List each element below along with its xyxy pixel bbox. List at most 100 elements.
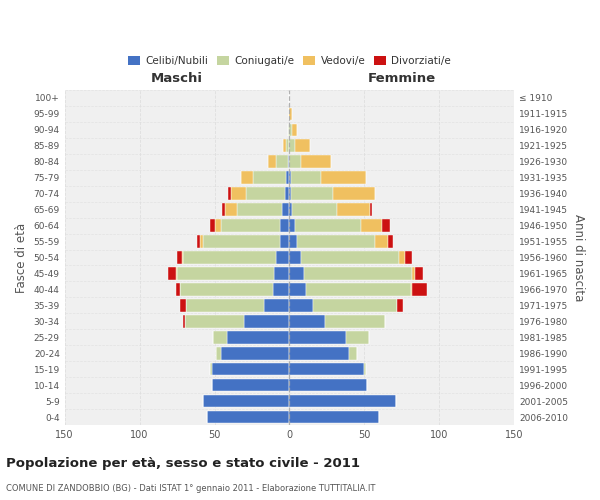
Bar: [289, 395, 396, 407]
Bar: [297, 236, 375, 248]
Bar: [289, 172, 291, 184]
Bar: [321, 172, 366, 184]
Bar: [286, 172, 289, 184]
Bar: [405, 252, 412, 264]
Bar: [346, 331, 369, 344]
Text: Maschi: Maschi: [151, 72, 203, 85]
Bar: [285, 188, 289, 200]
Bar: [301, 252, 399, 264]
Bar: [244, 315, 289, 328]
Bar: [203, 236, 280, 248]
Bar: [382, 220, 390, 232]
Bar: [370, 204, 372, 216]
Bar: [246, 188, 285, 200]
Bar: [237, 204, 282, 216]
Bar: [210, 220, 215, 232]
Bar: [412, 267, 415, 280]
Bar: [289, 379, 367, 392]
Bar: [289, 267, 304, 280]
Bar: [289, 204, 292, 216]
Bar: [295, 220, 361, 232]
Bar: [203, 395, 289, 407]
Bar: [325, 315, 385, 328]
Bar: [289, 108, 292, 120]
Bar: [289, 315, 325, 328]
Bar: [197, 236, 200, 248]
Bar: [183, 252, 276, 264]
Bar: [337, 204, 370, 216]
Bar: [176, 267, 177, 280]
Bar: [412, 283, 427, 296]
Bar: [289, 156, 301, 168]
Bar: [289, 283, 306, 296]
Bar: [182, 252, 183, 264]
Bar: [291, 188, 333, 200]
Bar: [241, 172, 253, 184]
Bar: [168, 267, 176, 280]
Bar: [333, 188, 375, 200]
Bar: [289, 299, 313, 312]
Bar: [280, 220, 289, 232]
Bar: [216, 347, 221, 360]
Bar: [289, 236, 297, 248]
Bar: [288, 124, 289, 136]
Bar: [227, 331, 289, 344]
Bar: [273, 283, 289, 296]
Y-axis label: Fasce di età: Fasce di età: [15, 222, 28, 292]
Bar: [221, 347, 289, 360]
Bar: [228, 188, 231, 200]
Bar: [399, 252, 405, 264]
Text: COMUNE DI ZANDOBBIO (BG) - Dati ISTAT 1° gennaio 2011 - Elaborazione TUTTITALIA.: COMUNE DI ZANDOBBIO (BG) - Dati ISTAT 1°…: [6, 484, 376, 493]
Bar: [349, 347, 357, 360]
Bar: [415, 267, 423, 280]
Bar: [304, 267, 412, 280]
Bar: [176, 283, 180, 296]
Bar: [286, 140, 289, 152]
Bar: [375, 236, 388, 248]
Bar: [306, 283, 411, 296]
Y-axis label: Anni di nascita: Anni di nascita: [572, 214, 585, 301]
Bar: [274, 267, 289, 280]
Bar: [282, 204, 289, 216]
Bar: [213, 331, 227, 344]
Bar: [212, 363, 289, 376]
Bar: [276, 156, 288, 168]
Bar: [283, 140, 286, 152]
Text: Femmine: Femmine: [368, 72, 436, 85]
Bar: [288, 156, 289, 168]
Bar: [289, 220, 295, 232]
Bar: [177, 267, 274, 280]
Bar: [397, 299, 403, 312]
Bar: [289, 347, 349, 360]
Bar: [207, 411, 289, 424]
Bar: [289, 124, 292, 136]
Bar: [185, 315, 244, 328]
Bar: [280, 236, 289, 248]
Bar: [364, 363, 366, 376]
Bar: [264, 299, 289, 312]
Text: Popolazione per età, sesso e stato civile - 2011: Popolazione per età, sesso e stato civil…: [6, 458, 360, 470]
Bar: [186, 299, 264, 312]
Bar: [411, 283, 412, 296]
Bar: [289, 252, 301, 264]
Legend: Celibi/Nubili, Coniugati/e, Vedovi/e, Divorziati/e: Celibi/Nubili, Coniugati/e, Vedovi/e, Di…: [124, 52, 455, 70]
Bar: [295, 140, 310, 152]
Bar: [289, 188, 291, 200]
Bar: [215, 220, 221, 232]
Bar: [292, 204, 337, 216]
Bar: [289, 363, 364, 376]
Bar: [212, 379, 289, 392]
Bar: [388, 236, 393, 248]
Bar: [276, 252, 289, 264]
Bar: [221, 220, 280, 232]
Bar: [210, 363, 212, 376]
Bar: [183, 315, 185, 328]
Bar: [292, 124, 297, 136]
Bar: [361, 220, 382, 232]
Bar: [180, 283, 273, 296]
Bar: [301, 156, 331, 168]
Bar: [225, 204, 237, 216]
Bar: [313, 299, 397, 312]
Bar: [289, 140, 295, 152]
Bar: [268, 156, 276, 168]
